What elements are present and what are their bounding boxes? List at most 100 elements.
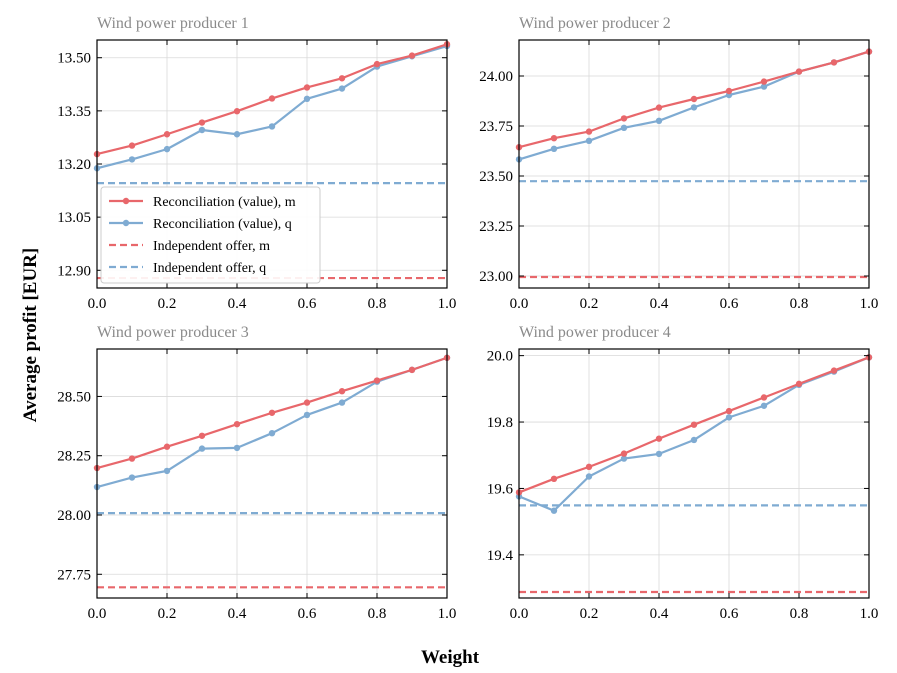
reconciliation-m-point <box>690 421 698 428</box>
legend-box <box>100 186 321 284</box>
reconciliation-q-point <box>128 474 136 481</box>
reconciliation-q-point <box>303 95 311 103</box>
x-tick-label: 0.6 <box>298 606 317 622</box>
reconciliation-m-point <box>760 394 768 401</box>
reconciliation-q-point <box>338 399 346 406</box>
y-tick-label: 19.8 <box>487 415 513 431</box>
reconciliation-q-point <box>198 445 206 452</box>
y-tick-label: 23.00 <box>479 269 513 285</box>
x-tick-label: 0.4 <box>650 606 669 622</box>
legend-marker-reconciliation-m <box>122 197 130 205</box>
global-ylabel: Average profit [EUR] <box>20 248 41 422</box>
reconciliation-m-point <box>268 409 276 416</box>
reconciliation-m-point <box>198 119 206 126</box>
x-tick-label: 0.0 <box>510 296 529 312</box>
legend-label: Reconciliation (value), q <box>153 217 292 232</box>
y-tick-label: 19.6 <box>487 481 514 497</box>
reconciliation-m-point <box>198 432 206 439</box>
reconciliation-q-point <box>303 411 311 419</box>
reconciliation-q-line <box>518 356 870 512</box>
y-tick-label: 28.25 <box>57 449 91 465</box>
x-tick-label: 1.0 <box>438 296 457 312</box>
y-tick-label: 20.0 <box>487 349 513 365</box>
legend-label: Independent offer, q <box>153 261 266 276</box>
y-tick-label: 23.50 <box>479 169 513 185</box>
panel-3: 0.0 0.2 0.4 0.6 0.8 1.0 27.75 28.00 28.25 28.50 Wi… <box>57 324 456 622</box>
reconciliation-m-point <box>338 388 346 395</box>
x-tick-label: 0.6 <box>720 296 739 312</box>
panel-title: Wind power producer 1 <box>97 15 249 32</box>
x-tick-label: 0.8 <box>368 296 387 312</box>
x-tick-label: 1.0 <box>438 606 457 622</box>
legend-marker-reconciliation-q <box>122 219 130 227</box>
x-tick-label: 0.6 <box>720 606 739 622</box>
reconciliation-m-point <box>373 60 381 68</box>
reconciliation-m-point <box>830 59 838 66</box>
reconciliation-m-point <box>408 52 416 59</box>
plot-frame <box>96 348 448 599</box>
y-tick-label: 23.75 <box>479 119 513 135</box>
reconciliation-q-point <box>620 124 628 131</box>
reconciliation-m-point <box>620 115 628 122</box>
y-tick-label: 24.00 <box>479 69 513 85</box>
reconciliation-q-point <box>620 455 628 462</box>
panel-2: 0.0 0.2 0.4 0.6 0.8 1.0 23.00 23.25 23.50 23.75 24… <box>479 15 878 312</box>
reconciliation-q-point <box>655 117 663 125</box>
reconciliation-m-point <box>338 75 346 82</box>
y-tick-label: 27.75 <box>57 567 91 583</box>
reconciliation-q-point <box>760 402 768 409</box>
reconciliation-q-point <box>690 104 698 111</box>
reconciliation-m-point <box>373 377 381 384</box>
reconciliation-m-point <box>690 95 698 103</box>
reconciliation-m-point <box>620 450 628 457</box>
reconciliation-m-point <box>585 128 593 135</box>
plot-frame <box>518 348 870 599</box>
y-tick-label: 28.50 <box>57 389 91 405</box>
reconciliation-q-point <box>198 126 206 134</box>
legend: Reconciliation (value), m Reconciliation … <box>100 186 321 284</box>
legend-label: Reconciliation (value), m <box>153 195 296 210</box>
reconciliation-m-point <box>585 463 593 471</box>
reconciliation-q-point <box>233 131 241 138</box>
y-tick-label: 23.25 <box>479 219 513 235</box>
x-tick-label: 0.4 <box>228 606 247 622</box>
reconciliation-q-point <box>268 123 276 130</box>
y-tick-label: 19.4 <box>487 548 514 564</box>
reconciliation-m-point <box>233 420 241 428</box>
reconciliation-m-point <box>233 108 241 115</box>
reconciliation-m-point <box>760 78 768 85</box>
reconciliation-q-point <box>690 436 698 444</box>
plot-frame <box>518 39 870 289</box>
reconciliation-m-point <box>408 366 416 374</box>
reconciliation-q-line <box>96 356 448 489</box>
reconciliation-m-point <box>268 95 276 102</box>
reconciliation-q-point <box>233 444 241 452</box>
x-tick-label: 1.0 <box>860 296 879 312</box>
reconciliation-q-point <box>338 85 346 92</box>
x-tick-label: 0.2 <box>158 606 177 622</box>
reconciliation-q-point <box>760 83 768 90</box>
reconciliation-q-point <box>585 137 593 144</box>
panel-title: Wind power producer 4 <box>519 324 671 341</box>
reconciliation-m-point <box>830 367 838 374</box>
reconciliation-q-point <box>163 467 171 475</box>
reconciliation-m-point <box>655 104 663 111</box>
reconciliation-m-point <box>725 407 733 415</box>
x-tick-label: 0.8 <box>368 606 387 622</box>
x-tick-label: 0.0 <box>88 606 107 622</box>
y-tick-label: 13.50 <box>57 51 91 67</box>
reconciliation-m-point <box>303 399 311 406</box>
reconciliation-q-point <box>550 507 558 514</box>
global-xlabel: Weight <box>421 647 480 668</box>
reconciliation-m-point <box>725 87 733 95</box>
reconciliation-q-point <box>725 414 733 421</box>
x-tick-label: 0.0 <box>510 606 529 622</box>
reconciliation-q-point <box>655 450 663 458</box>
reconciliation-q-point <box>163 145 171 153</box>
x-tick-label: 0.0 <box>88 296 107 312</box>
reconciliation-m-point <box>795 380 803 388</box>
reconciliation-m-point <box>128 455 136 462</box>
reconciliation-m-point <box>303 84 311 91</box>
x-tick-label: 0.8 <box>790 606 809 622</box>
reconciliation-m-point <box>655 435 663 442</box>
